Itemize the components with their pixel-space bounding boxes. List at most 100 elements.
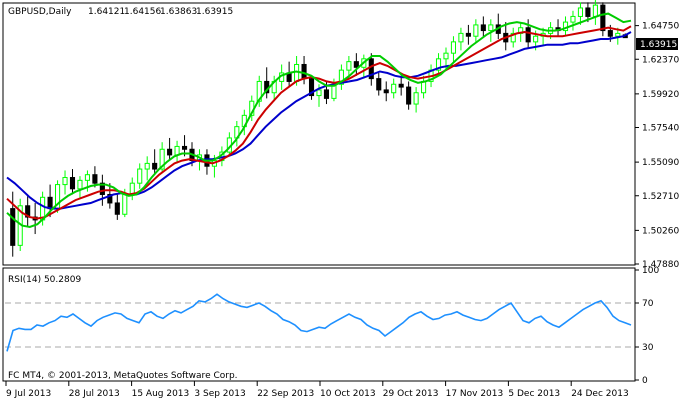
time-tick-label: 17 Nov 2013 <box>446 389 504 399</box>
candle <box>114 194 120 220</box>
time-tick-label: 22 Sep 2013 <box>257 389 314 399</box>
candle <box>435 53 442 76</box>
price-tick-label: 1.62370 <box>642 55 679 65</box>
time-tick-label: 24 Dec 2013 <box>571 389 629 399</box>
chart-header-symbol: GBPUSD,Daily <box>8 7 72 17</box>
time-axis: 9 Jul 2013 28 Jul 2013 15 Aug 2013 3 Sep 20… <box>5 381 629 399</box>
price-tick-label: 1.59920 <box>642 90 679 100</box>
candle-body <box>488 24 494 32</box>
candle <box>398 75 404 96</box>
current-price-marker: 1.63915 <box>636 38 678 50</box>
candle-body <box>406 86 412 105</box>
candle-body <box>570 15 576 23</box>
time-tick-label: 10 Oct 2013 <box>320 389 376 399</box>
candle-body <box>577 7 583 17</box>
rsi-axis: 100 70 30 0 <box>635 266 659 386</box>
candle-body <box>323 89 330 99</box>
price-tick-label: 1.50260 <box>642 226 679 236</box>
price-axis: 1.64750 1.62370 1.59920 1.57540 1.55090 1.527… <box>635 22 679 270</box>
candle-body <box>465 32 471 37</box>
candle-body <box>421 80 427 94</box>
current-price-label: 1.63915 <box>640 40 677 50</box>
rsi-line <box>6 293 632 352</box>
candle-body <box>592 4 598 17</box>
moving-averages-layer <box>6 12 632 229</box>
candle-body <box>107 193 113 204</box>
rsi-tick-label: 100 <box>642 266 659 276</box>
candle-body <box>585 7 591 17</box>
candle <box>450 36 457 62</box>
time-tick-label: 3 Sep 2013 <box>194 389 245 399</box>
price-tick-label: 1.52710 <box>642 192 679 202</box>
time-tick-label: 15 Aug 2013 <box>132 389 190 399</box>
candle <box>137 163 143 189</box>
candle-body <box>391 83 397 94</box>
candle <box>488 19 494 42</box>
candle-body <box>353 61 359 68</box>
time-tick-label: 9 Jul 2013 <box>6 389 51 399</box>
price-tick-label: 1.47880 <box>642 260 679 270</box>
moving-average-line-2 <box>6 12 632 229</box>
price-tick-label: 1.55090 <box>642 158 679 168</box>
candle-body <box>167 148 173 156</box>
chart-header-close: 1.63915 <box>196 7 233 17</box>
candle-body <box>152 162 158 170</box>
rsi-line-layer <box>6 293 632 352</box>
candle-body <box>376 78 382 91</box>
candle-body <box>458 32 464 43</box>
price-panel-frame <box>2 2 636 266</box>
candle-body <box>525 27 531 43</box>
candle-body <box>316 89 322 97</box>
candle <box>510 27 516 48</box>
candle <box>413 87 419 113</box>
candle-body <box>338 69 344 85</box>
chart-header-open: 1.64121 <box>88 7 125 17</box>
candle-body <box>480 24 486 32</box>
candle-body <box>443 52 449 60</box>
candle-body <box>25 205 31 218</box>
candle-body <box>600 4 606 32</box>
candle <box>10 191 16 257</box>
candle <box>473 19 479 42</box>
copyright-footer: FC MT4, © 2001-2013, MetaQuotes Software… <box>8 371 238 381</box>
candle-body <box>398 83 404 88</box>
candle <box>376 72 382 96</box>
candle <box>383 81 389 102</box>
time-tick-label: 28 Jul 2013 <box>69 389 120 399</box>
candle-body <box>174 145 180 156</box>
candle-body <box>137 168 143 184</box>
candle-body <box>84 174 90 181</box>
candle-body <box>77 179 83 190</box>
moving-average-line-0 <box>6 31 632 210</box>
candle-body <box>473 24 479 37</box>
candle <box>62 170 68 195</box>
candle <box>152 149 158 175</box>
candle-body <box>308 78 315 97</box>
candle <box>600 2 606 37</box>
candle-body <box>301 63 307 80</box>
chart-header-low: 1.63863 <box>160 7 197 17</box>
candle <box>465 24 471 45</box>
candle <box>25 194 31 227</box>
rsi-label: RSI(14) 50.2809 <box>8 275 81 285</box>
rsi-level-lines <box>5 302 633 348</box>
candle-body <box>62 177 68 186</box>
rsi-tick-label: 30 <box>642 343 654 353</box>
candle-body <box>159 148 165 170</box>
candle-body <box>413 92 419 105</box>
rsi-panel-frame <box>2 267 636 382</box>
candle <box>406 81 412 110</box>
candle-body <box>510 32 516 43</box>
candle <box>92 166 98 188</box>
candle-body <box>69 177 76 190</box>
candle-body <box>450 41 457 54</box>
time-tick-label: 29 Oct 2013 <box>383 389 439 399</box>
candle <box>167 137 173 161</box>
candle-body <box>607 30 613 37</box>
candle-body <box>99 182 105 195</box>
candle-body <box>346 61 352 71</box>
rsi-tick-label: 0 <box>642 376 648 386</box>
candle <box>458 27 464 51</box>
candle <box>577 2 583 25</box>
